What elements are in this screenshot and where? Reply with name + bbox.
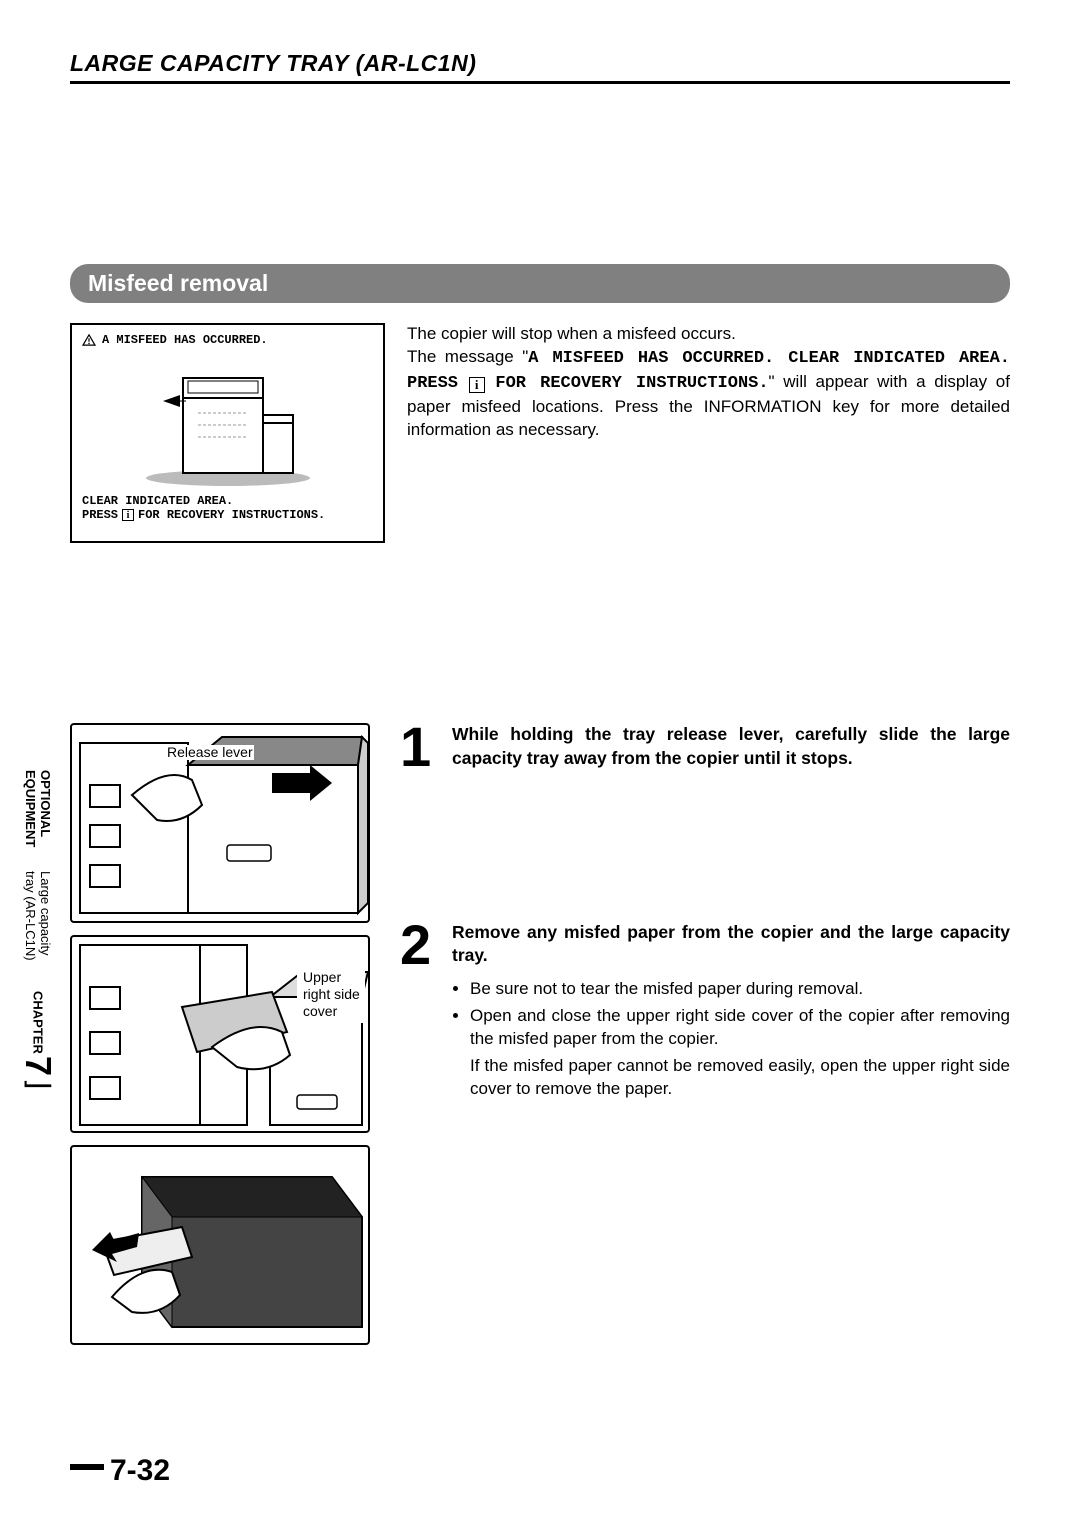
display-bottom-post: FOR RECOVERY INSTRUCTIONS. — [138, 508, 325, 522]
sidebar-line2: Large capacity tray (AR-LC1N) — [23, 871, 53, 980]
sidebar-chapter-label: CHAPTER — [31, 991, 46, 1054]
page-number: 7-32 — [110, 1454, 170, 1488]
step-2-bullets: Be sure not to tear the misfed paper dur… — [452, 978, 1010, 1051]
illustration-column: Release lever Upper right side — [70, 723, 370, 1345]
intro-text-block: The copier will stop when a misfeed occu… — [407, 323, 1010, 543]
illus2-label-b: right side — [302, 987, 361, 1002]
step-1-title: While holding the tray release lever, ca… — [452, 723, 1010, 770]
copier-illustration-icon — [128, 353, 328, 488]
display-top-text: A MISFEED HAS OCCURRED. — [102, 333, 268, 347]
copier-display-panel: A MISFEED HAS OCCURRED. CLEAR INDICATED … — [70, 323, 385, 543]
steps-text-column: 1 While holding the tray release lever, … — [400, 723, 1010, 1345]
sidebar-chapter-num: 7 — [17, 1056, 59, 1076]
display-bottom-line2: PRESS i FOR RECOVERY INSTRUCTIONS. — [82, 508, 373, 522]
intro-p2: The message "A MISFEED HAS OCCURRED. CLE… — [407, 346, 1010, 442]
side-chapter-tab: OPTIONAL EQUIPMENT Large capacity tray (… — [18, 770, 58, 1090]
step-2: 2 Remove any misfed paper from the copie… — [400, 921, 1010, 1101]
step-1: 1 While holding the tray release lever, … — [400, 723, 1010, 771]
step-number: 2 — [400, 921, 442, 1101]
warning-triangle-icon — [82, 334, 96, 346]
page-number-rule — [70, 1464, 104, 1470]
section-title-bar: Misfeed removal — [70, 264, 1010, 303]
step-2-bullet-1: Be sure not to tear the misfed paper dur… — [470, 978, 1010, 1001]
tray-paper-illustration-icon — [72, 1147, 368, 1343]
step-2-note: If the misfed paper cannot be removed ea… — [452, 1055, 1010, 1101]
step-2-title: Remove any misfed paper from the copier … — [452, 921, 1010, 968]
page-header-title: LARGE CAPACITY TRAY (AR-LC1N) — [70, 50, 1010, 84]
display-bottom-line1: CLEAR INDICATED AREA. — [82, 494, 373, 508]
illustration-step2b — [70, 1145, 370, 1345]
steps-area: Release lever Upper right side — [70, 723, 1010, 1345]
paper-remove-illustration-icon — [72, 937, 368, 1131]
info-icon: i — [469, 377, 485, 393]
illus1-label: Release lever — [166, 745, 254, 760]
bracket-icon: ⌋ — [21, 1078, 56, 1090]
info-icon: i — [122, 509, 134, 521]
display-bottom-pre: PRESS — [82, 508, 118, 522]
illustration-step2a: Upper right side cover — [70, 935, 370, 1133]
step-number: 1 — [400, 723, 442, 771]
intro-row: A MISFEED HAS OCCURRED. CLEAR INDICATED … — [70, 323, 1010, 543]
illus2-label-a: Upper — [302, 970, 342, 985]
sidebar-line1: OPTIONAL EQUIPMENT — [23, 770, 53, 861]
illus2-label-c: cover — [302, 1004, 338, 1019]
intro-p2-pre: The message " — [407, 347, 528, 366]
intro-p1: The copier will stop when a misfeed occu… — [407, 323, 1010, 346]
step-2-bullet-2: Open and close the upper right side cove… — [470, 1005, 1010, 1051]
illustration-step1: Release lever — [70, 723, 370, 923]
intro-p2-mono2: FOR RECOVERY INSTRUCTIONS. — [495, 374, 768, 393]
